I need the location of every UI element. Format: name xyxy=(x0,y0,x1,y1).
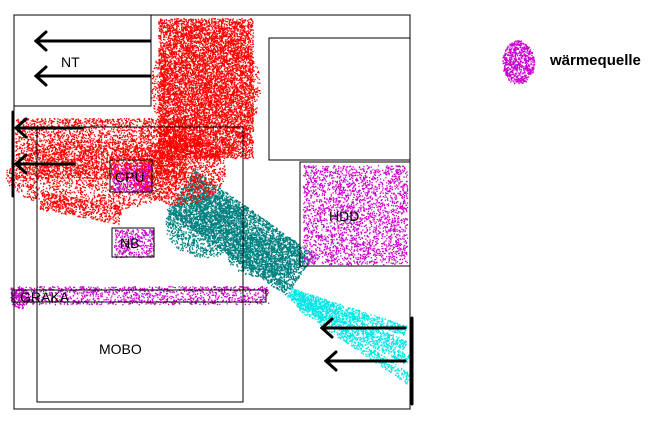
cool-air-cloud xyxy=(287,287,414,385)
warm-air-cloud xyxy=(165,170,315,296)
exhaust-arrow-icon xyxy=(13,117,84,139)
exhaust-arrow-icon xyxy=(13,153,76,175)
cpu-label: CPU xyxy=(115,169,145,185)
cpu-box xyxy=(109,159,153,193)
hot-air-cloud xyxy=(5,18,261,225)
exhaust-arrow-icon xyxy=(33,65,152,87)
nb-box xyxy=(111,227,155,258)
nb-label: NB xyxy=(120,235,139,251)
legend-label: wärmequelle xyxy=(549,52,641,69)
hdd-label: HDD xyxy=(329,208,359,224)
nt-box xyxy=(13,14,152,107)
drive-bay-box xyxy=(268,37,411,161)
legend-heat-source-dots xyxy=(502,40,536,85)
graka-card xyxy=(11,289,267,303)
exhaust-arrow-icon xyxy=(33,30,152,52)
mobo-label: MOBO xyxy=(99,341,142,357)
nt-label: NT xyxy=(61,54,80,70)
hdd-box xyxy=(299,161,411,267)
airflow-clouds xyxy=(5,18,414,385)
intake-arrows xyxy=(319,316,414,406)
heat-source-regions xyxy=(10,162,409,310)
mobo-box xyxy=(36,126,244,403)
intake-arrow-icon xyxy=(323,350,407,372)
intake-arrow-icon xyxy=(319,317,407,339)
legend-heat-source-icon xyxy=(502,40,536,85)
heat-source-cloud xyxy=(10,162,409,310)
exhaust-arrows xyxy=(11,30,152,198)
graka-label: GRAKA xyxy=(20,289,70,305)
